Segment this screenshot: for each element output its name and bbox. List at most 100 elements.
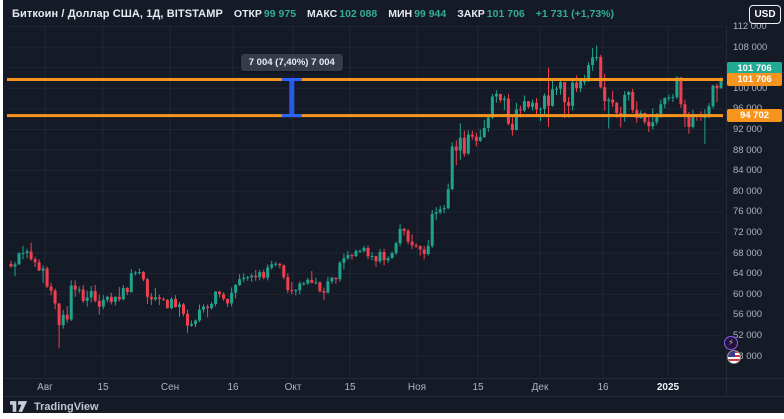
candle-wick [503, 95, 505, 110]
candle-wick [279, 262, 281, 269]
candle-wick [704, 109, 706, 144]
us-flag-icon[interactable] [727, 350, 741, 364]
candle [274, 263, 278, 265]
candle [470, 134, 474, 137]
candle [643, 113, 647, 122]
candle [551, 89, 554, 106]
candle [406, 230, 410, 242]
tradingview-attribution[interactable]: TradingView [10, 399, 99, 414]
candle [186, 313, 189, 326]
last-price-badge: 101 706 [727, 61, 782, 75]
lightning-icon[interactable]: ⚡ [724, 336, 738, 350]
candle-wick [138, 268, 140, 275]
candle-wick [519, 105, 521, 118]
candle [607, 99, 611, 102]
candle [81, 289, 85, 301]
y-axis-tick-label: 76 000 [733, 206, 763, 218]
price-range-tooltip[interactable]: 7 004 (7,40%) 7 004 [240, 54, 343, 72]
x-axis-tick-label: 15 [344, 382, 356, 393]
candle [675, 77, 679, 98]
candle [69, 285, 73, 320]
candle [575, 82, 579, 89]
y-axis-tick-label: 88 000 [733, 144, 763, 156]
candle [498, 93, 502, 101]
candle [330, 277, 334, 282]
candle [37, 262, 41, 271]
candle-wick [323, 287, 325, 300]
candle [170, 298, 173, 309]
candle-wick [335, 277, 337, 284]
candle [402, 228, 406, 231]
candle [214, 291, 218, 304]
candle [571, 82, 575, 106]
currency-toggle-button[interactable]: USD [749, 5, 781, 24]
candle [374, 256, 378, 262]
candle-wick [716, 83, 718, 103]
candle [527, 101, 530, 107]
candle [418, 245, 422, 250]
y-axis-tick-label: 64 000 [733, 268, 763, 280]
screenshot-bottom-border [0, 413, 784, 419]
price-level-line[interactable] [7, 114, 723, 118]
candle [555, 88, 558, 90]
candle [306, 279, 310, 284]
candle-wick [42, 265, 44, 283]
candle [671, 97, 675, 98]
ohlc-open: ОТКР 99 975 [233, 8, 297, 20]
candle [518, 109, 522, 111]
candle [53, 290, 57, 304]
candle [9, 263, 13, 267]
chart-legend: Биткоин / Доллар США, 1Д, BITSTAMP ОТКР 9… [12, 6, 614, 22]
candle [242, 277, 246, 280]
candle [206, 306, 210, 309]
candle [182, 304, 185, 314]
candle [647, 121, 651, 127]
candle [711, 85, 715, 107]
candle [719, 79, 723, 89]
candle [21, 253, 25, 254]
y-axis-tick-label: 92 000 [733, 123, 763, 135]
candle-wick [158, 294, 160, 305]
x-axis-tick-label: Окт [284, 382, 302, 393]
candle [318, 282, 322, 292]
symbol-title[interactable]: Биткоин / Доллар США, 1Д, BITSTAMP [12, 8, 223, 20]
measure-range-bar[interactable] [289, 81, 295, 115]
candle-wick [66, 306, 68, 323]
candle [707, 106, 711, 117]
candle [466, 134, 470, 154]
candle [458, 137, 462, 151]
x-axis-tick-label: Сен [160, 382, 180, 393]
candle-wick [568, 97, 570, 118]
candle [133, 272, 137, 274]
price-level-line[interactable] [7, 78, 723, 81]
candle-wick [291, 281, 293, 295]
candle [334, 277, 338, 280]
candle [651, 122, 655, 127]
candle [659, 104, 663, 118]
candle [286, 277, 290, 291]
candle [506, 98, 510, 124]
y-axis-tick-label: 100 000 [733, 82, 768, 94]
candle [246, 277, 250, 279]
ohlc-close: ЗАКР 101 706 [457, 8, 525, 20]
candle [61, 314, 65, 326]
candle [502, 98, 506, 101]
candle [535, 102, 538, 110]
y-axis-tick-label: 112 000 [733, 20, 767, 32]
candle [266, 267, 270, 278]
candle [202, 306, 205, 310]
candle [370, 256, 374, 258]
candle [109, 296, 113, 302]
candle [663, 98, 667, 105]
candle [45, 268, 49, 287]
candle [346, 255, 350, 259]
candle [25, 251, 29, 253]
candle [587, 65, 591, 82]
candle [563, 82, 567, 103]
candle [141, 272, 145, 280]
candle [254, 275, 258, 278]
candle-wick [612, 90, 614, 107]
candle-wick [191, 320, 192, 327]
candle [326, 281, 330, 293]
